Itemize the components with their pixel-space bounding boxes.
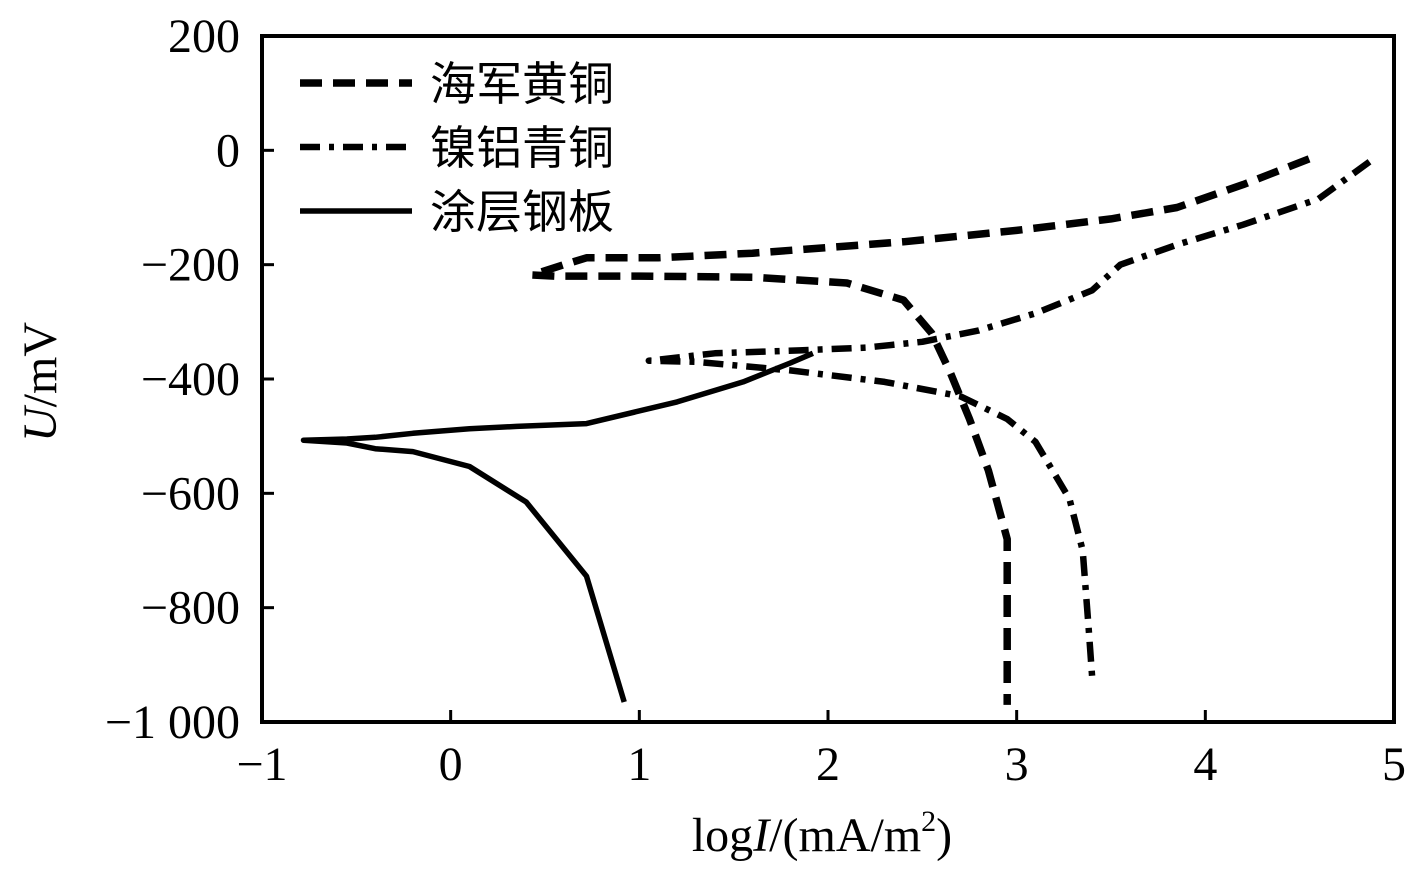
y-tick-label: −200 [141,239,240,292]
legend-label-nickel-aluminum-bronze: 镍铝青铜 [430,121,614,175]
y-tick-label: 0 [216,124,240,177]
x-tick-label: 0 [439,738,463,791]
x-axis-title-unit: /(mA/m [769,809,921,862]
x-tick-label: −1 [236,738,287,791]
series-line-nickel-aluminum-bronze [645,159,1372,677]
y-tick-label: −400 [141,353,240,406]
x-tick-label: 5 [1382,738,1406,791]
x-axis-title-variable: I [752,809,771,862]
y-tick-label: −1 000 [105,696,240,749]
x-axis-title: logI/(mA/m2) [692,805,952,862]
x-tick-label: 4 [1193,738,1217,791]
series-line-coated-steel [300,350,814,703]
axis-ticks [260,34,1396,724]
y-tick-label: −800 [141,582,240,635]
series-layer [300,155,1372,705]
y-axis-title-unit: /mV [14,322,67,408]
x-axis-title-close: ) [936,809,952,862]
legend-label-brass: 海军黄铜 [430,57,614,111]
y-tick-label: −600 [141,467,240,520]
y-tick-label: 200 [168,10,240,63]
y-axis-title: U/mV [14,322,67,442]
series-line-brass [528,155,1311,705]
y-axis-title-variable: U [14,404,67,442]
legend-label-coated-steel: 涂层钢板 [430,185,614,239]
x-tick-label: 1 [627,738,651,791]
y-tick-labels: 200 0 −200 −400 −600 −800 −1 000 [105,10,240,749]
x-axis-title-superscript: 2 [921,805,936,838]
x-tick-label: 3 [1005,738,1029,791]
x-axis-title-prefix: log [692,809,753,862]
legend: 海军黄铜 镍铝青铜 涂层钢板 [300,57,614,239]
x-tick-labels: −1 0 1 2 3 4 5 [236,738,1406,791]
x-tick-label: 2 [816,738,840,791]
